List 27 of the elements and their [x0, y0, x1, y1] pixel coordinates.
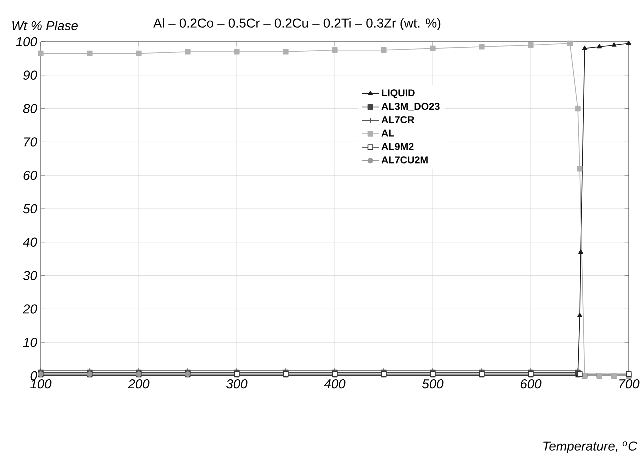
x-tick-label: 600 — [520, 380, 542, 389]
y-tick-label: 80 — [23, 104, 38, 114]
chart-title: Al – 0.2Co – 0.5Cr – 0.2Cu – 0.2Ti – 0.3Zr (wt. %) — [154, 18, 441, 30]
y-tick-label: 90 — [24, 70, 38, 80]
legend-label: AL9M2 — [382, 143, 414, 150]
legend-label: AL7CU2M — [382, 156, 428, 164]
legend-label: LIQUID — [382, 90, 415, 99]
y-axis-title: Wt % Plase — [12, 20, 78, 30]
y-tick-label: 30 — [23, 271, 38, 280]
x-tick-label: 500 — [422, 380, 444, 389]
y-tick-label: 40 — [23, 238, 38, 247]
x-tick-label: 100 — [30, 380, 52, 389]
x-tick-label: 700 — [620, 380, 640, 389]
x-tick-label: 200 — [128, 380, 150, 389]
legend-label: AL3M_DO23 — [382, 103, 440, 112]
legend-label: AL — [382, 130, 394, 137]
y-tick-label: 20 — [22, 304, 38, 314]
y-tick-label: 100 — [16, 37, 38, 47]
y-tick-label: 70 — [24, 138, 38, 147]
y-tick-label: 60 — [24, 171, 38, 180]
x-tick-label: 400 — [324, 380, 346, 389]
y-tick-label: 50 — [23, 204, 38, 214]
legend-label: AL7CR — [382, 116, 415, 124]
x-tick-label: 300 — [226, 380, 248, 389]
y-tick-label: 0 — [30, 371, 38, 381]
x-axis-title: Temperature, $^{o}$C — [544, 442, 638, 454]
y-tick-label: 10 — [23, 338, 38, 348]
